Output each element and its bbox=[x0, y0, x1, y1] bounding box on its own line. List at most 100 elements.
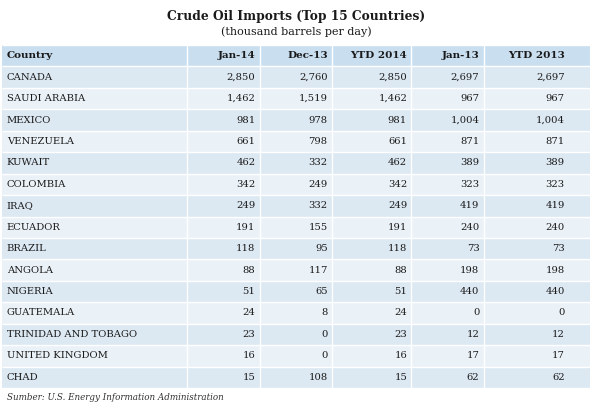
Text: 17: 17 bbox=[466, 351, 480, 360]
Text: 95: 95 bbox=[315, 244, 328, 253]
Bar bbox=[2, 345, 590, 367]
Text: CANADA: CANADA bbox=[7, 73, 53, 82]
Text: TRINIDAD AND TOBAGO: TRINIDAD AND TOBAGO bbox=[7, 330, 137, 339]
Text: 0: 0 bbox=[321, 351, 328, 360]
Text: 1,004: 1,004 bbox=[536, 116, 565, 125]
Text: 1,462: 1,462 bbox=[378, 94, 407, 103]
Text: 12: 12 bbox=[552, 330, 565, 339]
Text: 967: 967 bbox=[461, 94, 480, 103]
Text: 2,760: 2,760 bbox=[299, 73, 328, 82]
Text: 249: 249 bbox=[388, 201, 407, 210]
Text: MEXICO: MEXICO bbox=[7, 116, 51, 125]
Text: 23: 23 bbox=[394, 330, 407, 339]
Text: 191: 191 bbox=[388, 223, 407, 232]
Text: 871: 871 bbox=[545, 137, 565, 146]
Text: ANGOLA: ANGOLA bbox=[7, 266, 53, 274]
Text: COLOMBIA: COLOMBIA bbox=[7, 180, 66, 189]
Bar bbox=[2, 281, 590, 302]
Bar bbox=[2, 302, 590, 324]
Text: 51: 51 bbox=[243, 287, 255, 296]
Text: 240: 240 bbox=[460, 223, 480, 232]
Bar bbox=[2, 109, 590, 131]
Text: 967: 967 bbox=[546, 94, 565, 103]
Text: 332: 332 bbox=[308, 201, 328, 210]
Text: 323: 323 bbox=[546, 180, 565, 189]
Text: Jan-14: Jan-14 bbox=[218, 51, 255, 60]
Text: 798: 798 bbox=[308, 137, 328, 146]
Text: 240: 240 bbox=[545, 223, 565, 232]
Text: 332: 332 bbox=[308, 158, 328, 167]
Text: 389: 389 bbox=[546, 158, 565, 167]
Text: 1,519: 1,519 bbox=[299, 94, 328, 103]
Text: 73: 73 bbox=[552, 244, 565, 253]
Text: 108: 108 bbox=[308, 373, 328, 382]
Text: 2,697: 2,697 bbox=[451, 73, 480, 82]
Text: 981: 981 bbox=[388, 116, 407, 125]
Text: KUWAIT: KUWAIT bbox=[7, 158, 50, 167]
Bar bbox=[2, 195, 590, 216]
Text: 661: 661 bbox=[388, 137, 407, 146]
Bar bbox=[2, 152, 590, 174]
Text: 389: 389 bbox=[461, 158, 480, 167]
Text: 155: 155 bbox=[308, 223, 328, 232]
Bar bbox=[2, 45, 590, 66]
Text: 8: 8 bbox=[321, 308, 328, 318]
Text: 0: 0 bbox=[473, 308, 480, 318]
Bar bbox=[2, 260, 590, 281]
Text: 440: 440 bbox=[460, 287, 480, 296]
Text: 1,004: 1,004 bbox=[451, 116, 480, 125]
Text: Jan-13: Jan-13 bbox=[442, 51, 480, 60]
Text: 2,850: 2,850 bbox=[227, 73, 255, 82]
Text: 978: 978 bbox=[308, 116, 328, 125]
Text: IRAQ: IRAQ bbox=[7, 201, 34, 210]
Bar bbox=[2, 174, 590, 195]
Text: UNITED KINGDOM: UNITED KINGDOM bbox=[7, 351, 108, 360]
Text: 73: 73 bbox=[466, 244, 480, 253]
Text: 440: 440 bbox=[545, 287, 565, 296]
Text: 419: 419 bbox=[460, 201, 480, 210]
Text: 24: 24 bbox=[243, 308, 255, 318]
Text: 118: 118 bbox=[388, 244, 407, 253]
Text: CHAD: CHAD bbox=[7, 373, 38, 382]
Text: 191: 191 bbox=[236, 223, 255, 232]
Text: 117: 117 bbox=[308, 266, 328, 274]
Text: 51: 51 bbox=[394, 287, 407, 296]
Text: 24: 24 bbox=[394, 308, 407, 318]
Text: 16: 16 bbox=[243, 351, 255, 360]
Text: 0: 0 bbox=[321, 330, 328, 339]
Text: 62: 62 bbox=[467, 373, 480, 382]
Bar bbox=[2, 88, 590, 109]
Text: 342: 342 bbox=[388, 180, 407, 189]
Text: 15: 15 bbox=[243, 373, 255, 382]
Text: VENEZUELA: VENEZUELA bbox=[7, 137, 74, 146]
Text: YTD 2013: YTD 2013 bbox=[508, 51, 565, 60]
Text: NIGERIA: NIGERIA bbox=[7, 287, 53, 296]
Bar bbox=[2, 238, 590, 260]
Text: Sumber: U.S. Energy Information Administration: Sumber: U.S. Energy Information Administ… bbox=[7, 393, 224, 402]
Text: 12: 12 bbox=[466, 330, 480, 339]
Text: 2,697: 2,697 bbox=[536, 73, 565, 82]
Text: Country: Country bbox=[7, 51, 53, 60]
Text: 0: 0 bbox=[558, 308, 565, 318]
Text: 62: 62 bbox=[552, 373, 565, 382]
Text: 1,462: 1,462 bbox=[227, 94, 255, 103]
Text: 118: 118 bbox=[236, 244, 255, 253]
Text: 419: 419 bbox=[545, 201, 565, 210]
Text: 323: 323 bbox=[461, 180, 480, 189]
Text: 16: 16 bbox=[394, 351, 407, 360]
Text: 342: 342 bbox=[236, 180, 255, 189]
Text: 462: 462 bbox=[236, 158, 255, 167]
Text: SAUDI ARABIA: SAUDI ARABIA bbox=[7, 94, 85, 103]
Text: 198: 198 bbox=[545, 266, 565, 274]
Text: 88: 88 bbox=[394, 266, 407, 274]
Text: 462: 462 bbox=[388, 158, 407, 167]
Bar bbox=[2, 367, 590, 388]
Text: 17: 17 bbox=[552, 351, 565, 360]
Text: 249: 249 bbox=[236, 201, 255, 210]
Text: 15: 15 bbox=[394, 373, 407, 382]
Text: 661: 661 bbox=[236, 137, 255, 146]
Text: 65: 65 bbox=[315, 287, 328, 296]
Bar bbox=[2, 131, 590, 152]
Text: Crude Oil Imports (Top 15 Countries): Crude Oil Imports (Top 15 Countries) bbox=[167, 10, 425, 23]
Text: 981: 981 bbox=[236, 116, 255, 125]
